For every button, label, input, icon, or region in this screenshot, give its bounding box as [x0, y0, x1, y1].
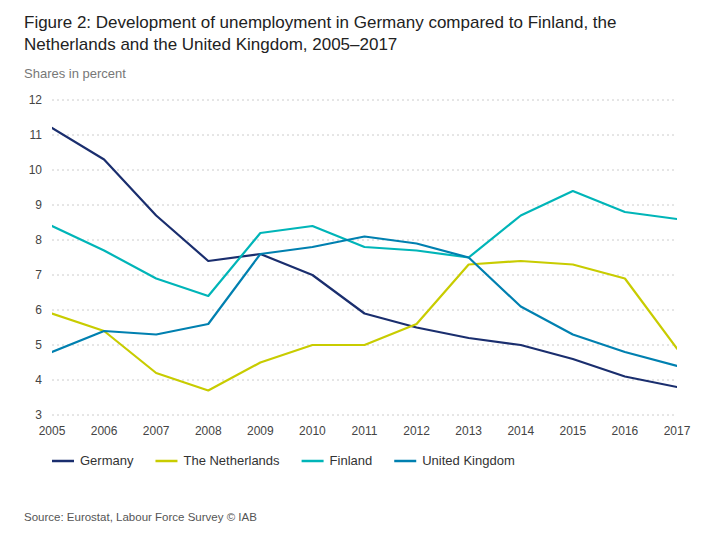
grid-line — [52, 240, 677, 241]
y-tick-label: 7 — [35, 268, 42, 282]
grid-line — [52, 275, 677, 276]
legend-swatch — [155, 460, 177, 463]
y-tick-label: 3 — [35, 408, 42, 422]
legend-item: Finland — [302, 453, 373, 468]
legend-item: Germany — [52, 453, 134, 468]
y-tick-label: 12 — [29, 93, 43, 107]
legend-label: Germany — [80, 453, 134, 468]
legend: Germany The Netherlands Finland United King… — [52, 453, 515, 468]
series-line — [52, 191, 677, 296]
x-tick-label: 2014 — [507, 424, 534, 438]
grid-line — [52, 380, 677, 381]
x-tick-label: 2008 — [195, 424, 222, 438]
y-tick-label: 4 — [35, 373, 42, 387]
x-tick-label: 2017 — [664, 424, 691, 438]
legend-swatch — [52, 460, 74, 463]
grid-line — [52, 100, 677, 101]
y-tick-label: 5 — [35, 338, 42, 352]
y-tick-label: 9 — [35, 198, 42, 212]
x-tick-label: 2015 — [559, 424, 586, 438]
grid-line — [52, 310, 677, 311]
legend-item: United Kingdom — [394, 453, 515, 468]
x-tick-label: 2016 — [612, 424, 639, 438]
grid — [52, 100, 677, 415]
legend-swatch — [394, 460, 416, 463]
x-tick-label: 2009 — [247, 424, 274, 438]
x-tick-label: 2012 — [403, 424, 430, 438]
x-tick-label: 2013 — [455, 424, 482, 438]
x-tick-label: 2010 — [299, 424, 326, 438]
series-line — [52, 128, 677, 387]
y-tick-label: 11 — [30, 128, 43, 142]
grid-line — [52, 170, 677, 171]
grid-line — [52, 135, 677, 136]
y-tick-label: 8 — [35, 233, 42, 247]
subtitle: Shares in percent — [24, 66, 126, 81]
series-line — [52, 237, 677, 367]
legend-label: United Kingdom — [422, 453, 515, 468]
source-note: Source: Eurostat, Labour Force Survey © … — [24, 511, 257, 523]
legend-label: Finland — [330, 453, 373, 468]
legend-item: The Netherlands — [155, 453, 280, 468]
x-tick-label: 2007 — [143, 424, 170, 438]
lines — [52, 128, 677, 391]
chart: Figure 2: Development of unemployment in… — [0, 0, 701, 535]
legend-swatch — [302, 460, 324, 463]
y-tick-label: 10 — [29, 163, 43, 177]
x-tick-label: 2006 — [91, 424, 118, 438]
y-tick-label: 6 — [35, 303, 42, 317]
grid-line — [52, 415, 677, 416]
y-axis: 3 4 5 6 7 8 9 10 11 12 — [29, 93, 43, 422]
title: Figure 2: Development of unemployment in… — [24, 13, 621, 54]
series-line — [52, 261, 677, 391]
x-tick-label: 2011 — [352, 424, 378, 438]
x-tick-label: 2005 — [39, 424, 66, 438]
x-axis: 2005 2006 2007 2008 2009 2010 2011 2012 2013 2014… — [39, 424, 691, 438]
legend-label: The Netherlands — [183, 453, 280, 468]
